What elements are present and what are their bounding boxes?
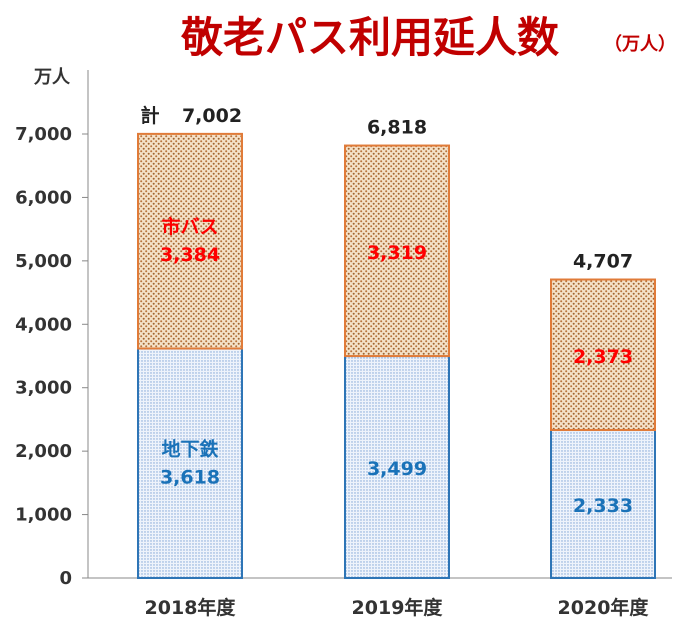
y-tick-label: 5,000 bbox=[15, 251, 72, 272]
total-label: 6,818 bbox=[367, 117, 427, 139]
bar-segment-subway bbox=[550, 429, 656, 579]
x-category-label: 2019年度 bbox=[352, 596, 444, 619]
data-label-bus: 3,319 bbox=[367, 242, 427, 264]
bar-segment-subway bbox=[137, 347, 243, 580]
y-tick-label: 4,000 bbox=[15, 314, 72, 335]
series-name-label-subway: 地下鉄 bbox=[161, 437, 218, 460]
y-tick-label: 3,000 bbox=[15, 378, 72, 399]
total-label: 7,002 bbox=[182, 105, 242, 127]
total-label: 4,707 bbox=[573, 250, 633, 272]
data-label-subway: 3,499 bbox=[367, 458, 427, 480]
x-category-label: 2018年度 bbox=[145, 596, 237, 619]
y-tick-label: 2,000 bbox=[15, 441, 72, 462]
bar-segment-bus bbox=[344, 144, 450, 358]
chart-title: 敬老パス利用延人数 bbox=[180, 13, 559, 62]
y-tick-label: 1,000 bbox=[15, 505, 72, 526]
total-prefix-label: 計 bbox=[140, 104, 159, 127]
bar-segment-bus bbox=[550, 278, 656, 432]
data-label-bus: 2,373 bbox=[573, 346, 633, 368]
bar-segment-bus bbox=[137, 132, 243, 350]
unit-label: （万人） bbox=[604, 34, 676, 55]
data-label-subway: 3,618 bbox=[160, 466, 220, 488]
y-tick-label: 6,000 bbox=[15, 187, 72, 208]
x-category-label: 2020年度 bbox=[558, 596, 650, 619]
y-tick-label: 0 bbox=[59, 568, 72, 589]
data-label-subway: 2,333 bbox=[573, 495, 633, 517]
y-axis-label: 万人 bbox=[33, 67, 71, 88]
data-label-bus: 3,384 bbox=[160, 244, 220, 266]
y-tick-label: 7,000 bbox=[15, 124, 72, 145]
series-name-label-bus: 市バス bbox=[161, 215, 218, 238]
